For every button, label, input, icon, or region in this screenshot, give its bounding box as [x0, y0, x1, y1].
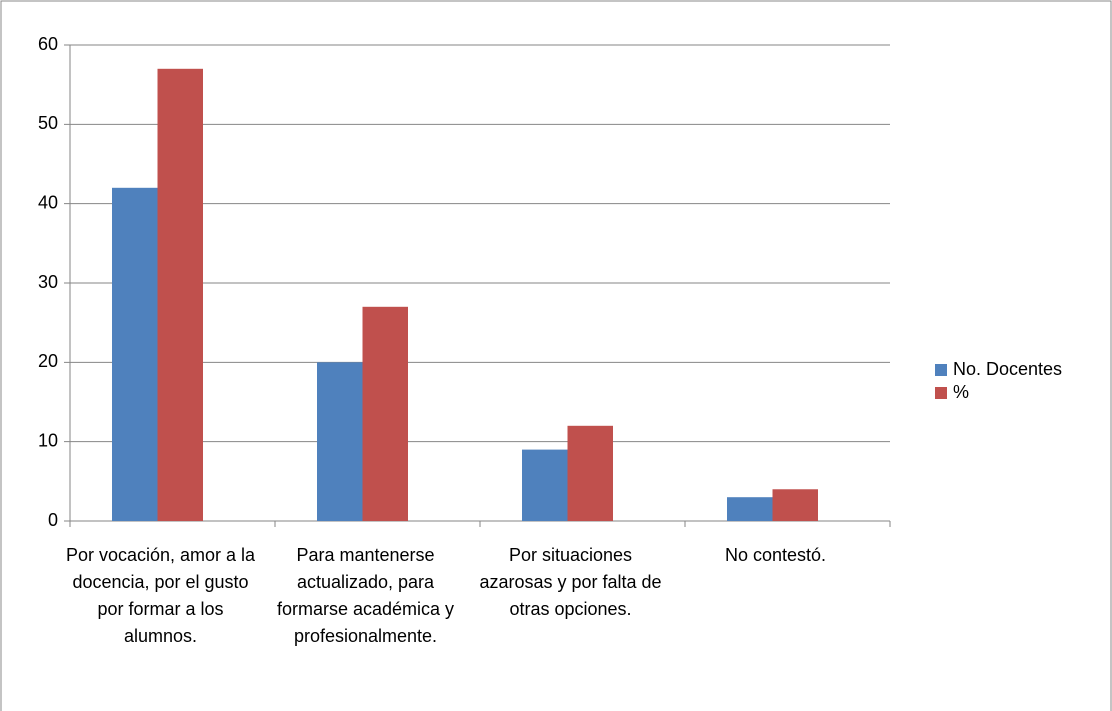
x-tick-label: Para mantenerse actualizado, para formar…: [276, 545, 455, 646]
x-tick-label: Por vocación, amor a la docencia, por el…: [65, 545, 256, 646]
y-tick-label: 60: [38, 34, 58, 54]
y-tick-label: 50: [38, 113, 58, 133]
x-tick-label: No contestó.: [724, 545, 827, 565]
bar: [772, 489, 818, 521]
bar: [522, 449, 568, 521]
bar: [727, 497, 773, 521]
bar: [112, 187, 158, 522]
bar: [317, 362, 363, 521]
legend-swatch: [935, 387, 947, 399]
x-tick-label: Por situaciones azarosas y por falta de …: [479, 545, 662, 619]
bar: [567, 425, 613, 521]
bar: [157, 68, 203, 522]
legend-swatch: [935, 364, 947, 376]
y-tick-label: 20: [38, 351, 58, 371]
bar: [362, 306, 408, 521]
y-tick-label: 0: [48, 510, 58, 530]
legend-label: No. Docentes: [953, 359, 1062, 379]
y-tick-label: 40: [38, 192, 58, 212]
legend-label: %: [953, 382, 969, 402]
y-tick-label: 30: [38, 272, 58, 292]
y-tick-label: 10: [38, 430, 58, 450]
